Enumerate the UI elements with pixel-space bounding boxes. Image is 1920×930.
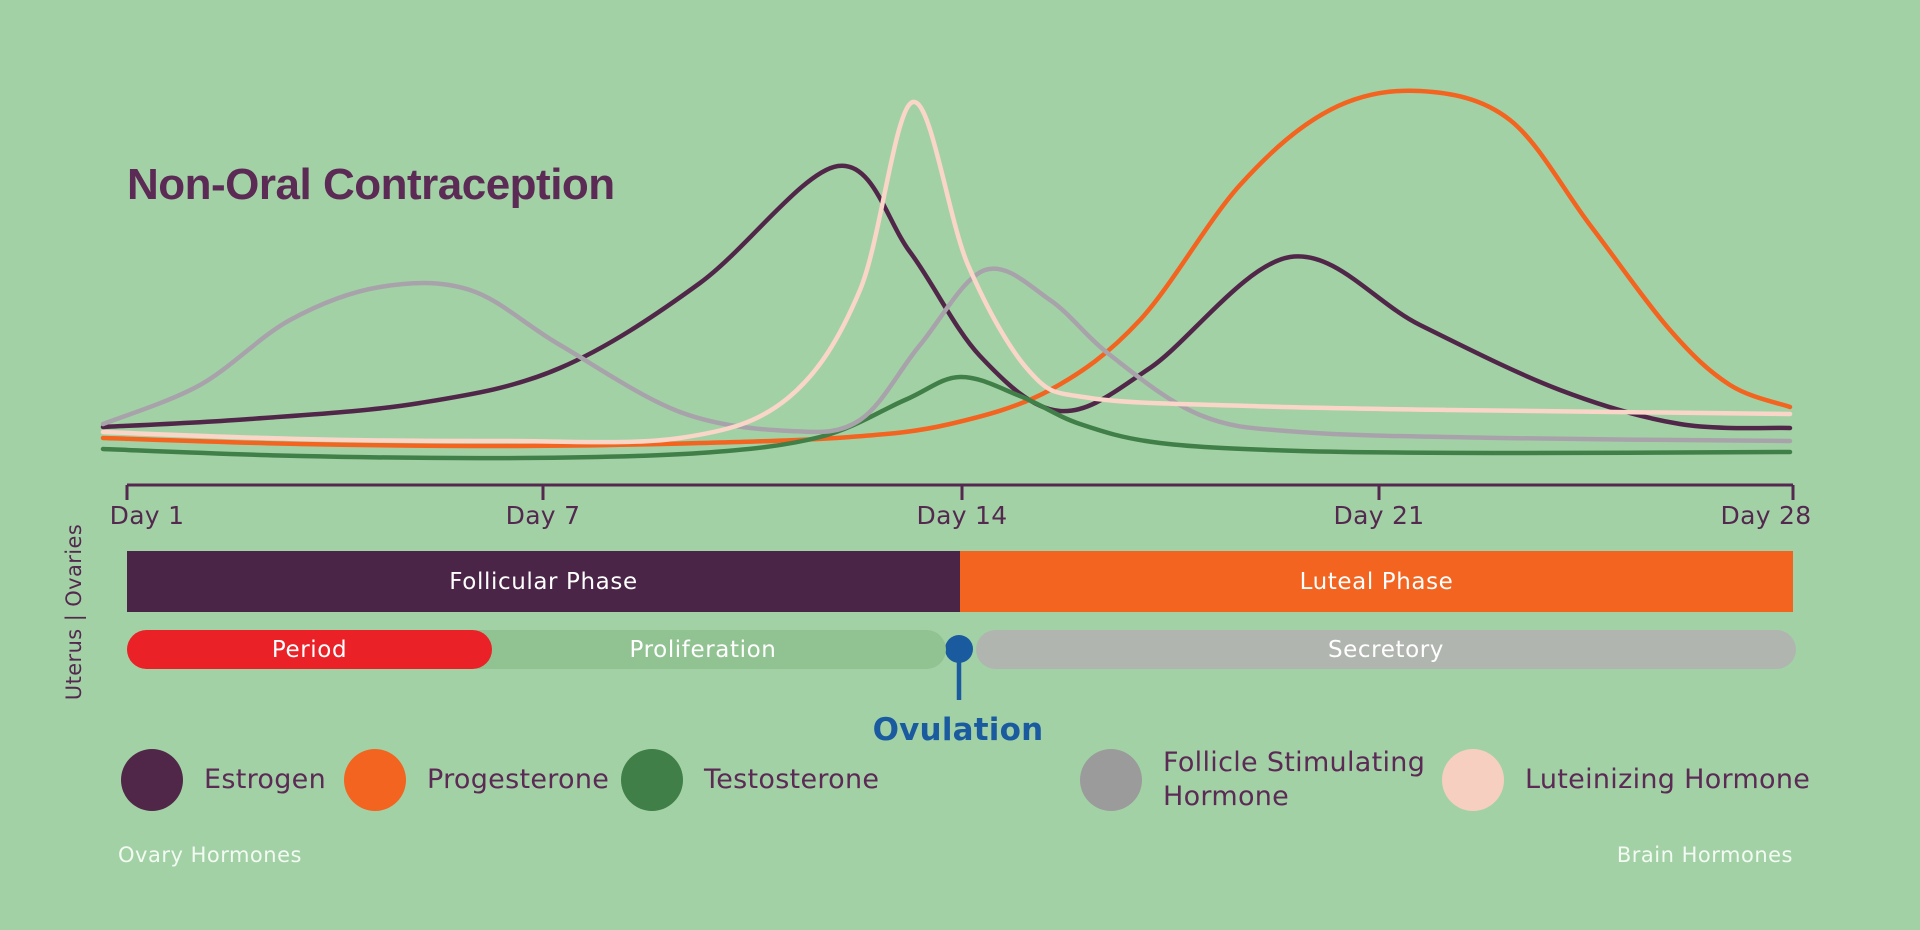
legend-label: Progesterone <box>427 764 610 796</box>
curve-luteinizing-hormone <box>100 99 1793 445</box>
legend-swatch-circle <box>621 749 683 811</box>
legend-item-estrogen: Estrogen <box>121 748 326 812</box>
legend-swatch-circle <box>344 749 406 811</box>
bar-secretory: Secretory <box>976 630 1796 669</box>
day-label-day-14: Day 14 <box>916 501 1008 530</box>
legend-swatch-circle <box>121 749 183 811</box>
day-label-day-7: Day 7 <box>505 501 581 530</box>
legend-swatch-circle <box>1442 749 1504 811</box>
legend-label: Follicle Stimulating Hormone <box>1163 747 1426 812</box>
legend-item-progesterone: Progesterone <box>344 748 609 812</box>
legend-item-luteinizing-hormone: Luteinizing Hormone <box>1442 748 1810 812</box>
legend-label: Testosterone <box>704 764 880 796</box>
curve-follicle-stimulating-hormone <box>100 266 1793 444</box>
page-title: Non-Oral Contraception <box>127 160 615 210</box>
curve-progesterone <box>100 88 1793 449</box>
curve-testosterone <box>100 374 1793 461</box>
legend-swatch-circle <box>1080 749 1142 811</box>
ovulation-dot <box>945 635 973 663</box>
bar-proliferation: Proliferation <box>460 630 946 669</box>
footnote-brain-hormones: Brain Hormones <box>1616 843 1793 867</box>
day-label-day-1: Day 1 <box>109 501 185 530</box>
ovulation-label: Ovulation <box>872 712 1044 748</box>
bar-follicular-phase: Follicular Phase <box>127 551 960 612</box>
footnote-ovary-hormones: Ovary Hormones <box>118 843 302 867</box>
legend-item-testosterone: Testosterone <box>621 748 879 812</box>
day-label-day-28: Day 28 <box>1720 501 1812 530</box>
legend-label: Estrogen <box>204 764 327 796</box>
legend-label: Luteinizing Hormone <box>1525 764 1811 796</box>
y-axis-side-label: Uterus | Ovaries <box>62 523 86 701</box>
legend-item-follicle-stimulating-hormone: Follicle Stimulating Hormone <box>1080 747 1433 812</box>
day-label-day-21: Day 21 <box>1333 501 1425 530</box>
bar-period: Period <box>127 630 492 669</box>
curve-estrogen <box>100 163 1793 431</box>
bar-luteal-phase: Luteal Phase <box>960 551 1793 612</box>
